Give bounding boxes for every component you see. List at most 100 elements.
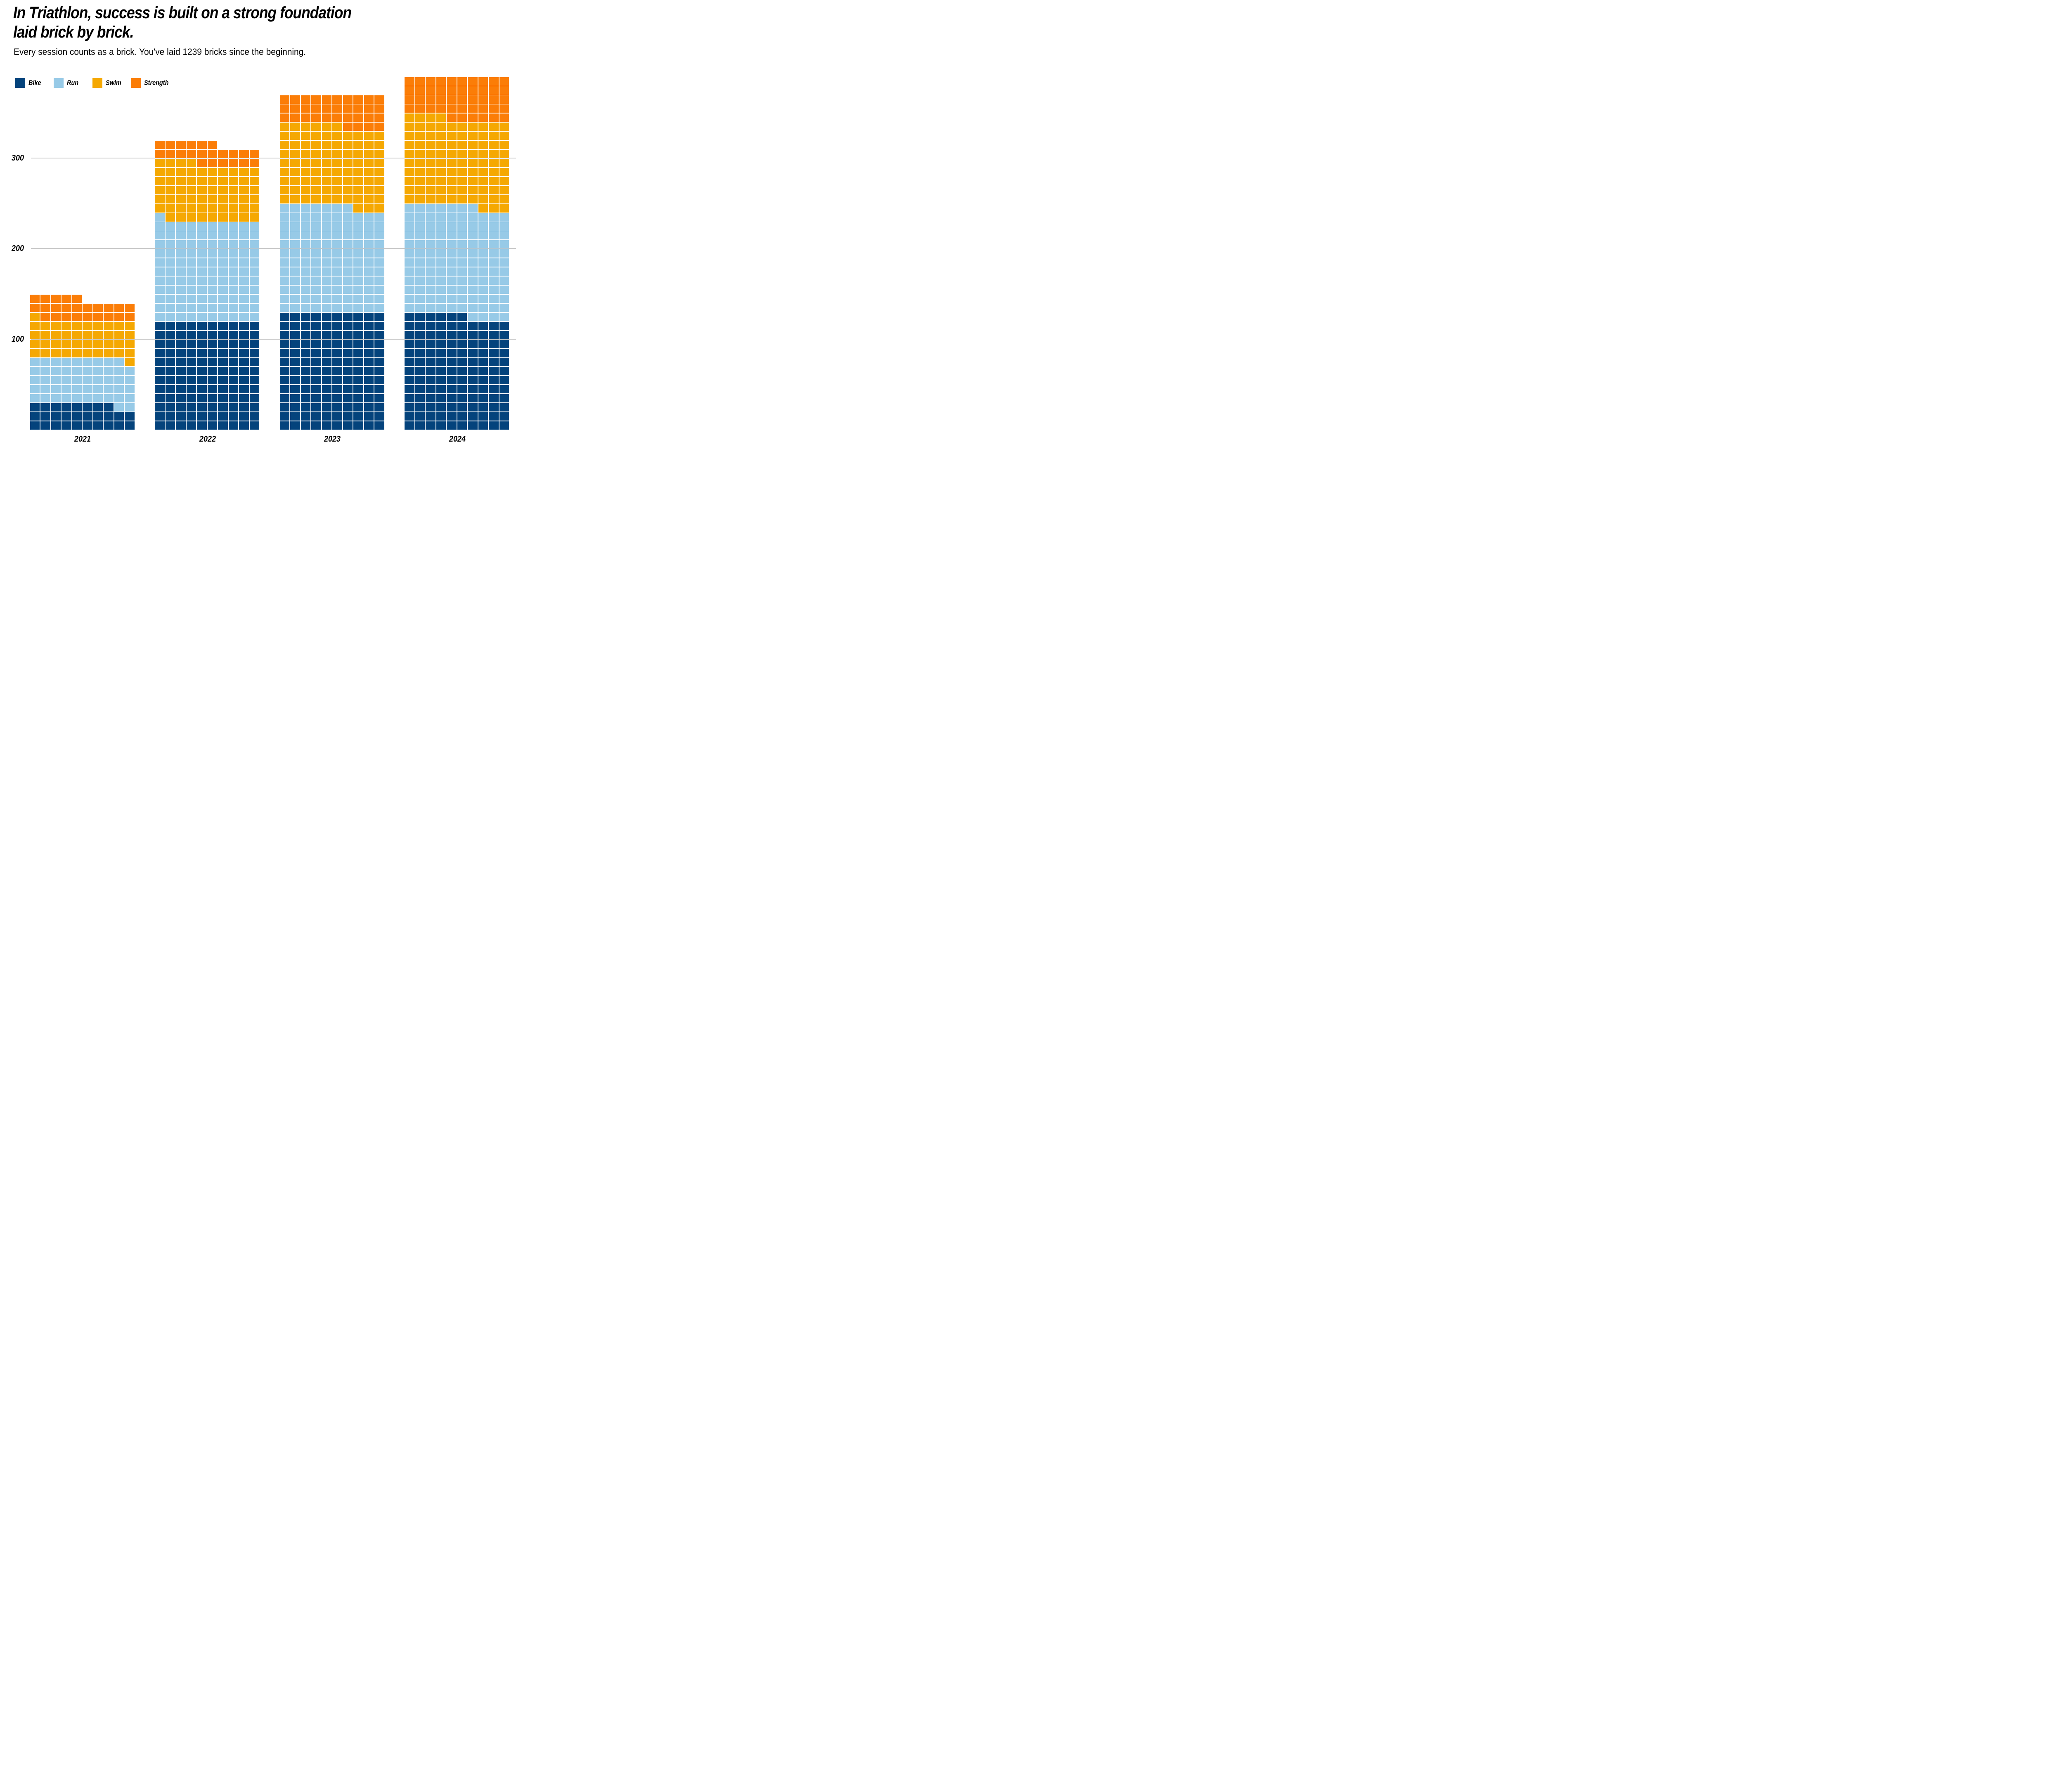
- brick-run: [478, 303, 488, 312]
- brick-strength: [436, 86, 446, 95]
- brick-swim: [155, 177, 165, 185]
- brick-swim: [155, 195, 165, 203]
- brick-bike: [374, 358, 384, 366]
- brick-bike: [374, 376, 384, 385]
- brick-bike: [478, 421, 488, 430]
- brick-strength: [186, 149, 196, 158]
- brick-swim: [478, 149, 488, 158]
- brick-run: [374, 222, 384, 231]
- brick-swim: [186, 168, 196, 176]
- brick-run: [415, 267, 425, 276]
- brick-bike: [499, 412, 509, 421]
- brick-swim: [279, 186, 290, 194]
- brick-run: [405, 204, 414, 213]
- brick-run: [478, 231, 488, 240]
- brick-swim: [468, 177, 478, 185]
- brick-run: [228, 258, 239, 267]
- brick-bike: [415, 312, 425, 321]
- brick-bike: [239, 340, 249, 348]
- brick-bike: [290, 331, 300, 339]
- brick-bike: [62, 421, 71, 430]
- brick-swim: [426, 123, 436, 131]
- brick-swim: [40, 322, 50, 330]
- brick-run: [176, 276, 186, 285]
- brick-strength: [415, 86, 425, 95]
- brick-run: [301, 276, 311, 285]
- brick-swim: [436, 140, 446, 149]
- brick-run: [249, 285, 260, 294]
- brick-run: [176, 294, 186, 303]
- brick-bike: [405, 412, 414, 421]
- brick-run: [364, 240, 374, 249]
- brick-run: [489, 303, 499, 312]
- brick-bike: [374, 367, 384, 376]
- brick-run: [499, 213, 509, 222]
- brick-run: [290, 231, 300, 240]
- brick-bike: [207, 421, 218, 430]
- brick-swim: [436, 158, 446, 168]
- brick-run: [322, 285, 332, 294]
- brick-strength: [322, 104, 332, 113]
- gridline-100: [31, 338, 516, 340]
- brick-swim: [249, 213, 260, 222]
- brick-swim: [415, 123, 425, 131]
- brick-swim: [83, 331, 92, 339]
- brick-bike: [499, 394, 509, 403]
- brick-bike: [197, 349, 207, 357]
- brick-run: [228, 240, 239, 249]
- brick-strength: [197, 158, 207, 168]
- brick-run: [353, 258, 363, 267]
- brick-swim: [83, 322, 92, 330]
- brick-run: [499, 240, 509, 249]
- brick-bike: [332, 358, 342, 366]
- brick-run: [249, 303, 260, 312]
- brick-swim: [40, 331, 50, 339]
- brick-run: [499, 231, 509, 240]
- brick-strength: [436, 104, 446, 113]
- brick-bike: [239, 394, 249, 403]
- brick-bike: [83, 412, 92, 421]
- x-axis-label-2023: 2023: [324, 435, 341, 444]
- brick-strength: [30, 294, 40, 303]
- brick-run: [436, 294, 446, 303]
- brick-strength: [311, 95, 321, 104]
- brick-swim: [207, 168, 218, 176]
- brick-bike: [176, 385, 186, 394]
- brick-bike: [301, 421, 311, 430]
- brick-strength: [415, 95, 425, 104]
- brick-bike: [322, 358, 332, 366]
- brick-strength: [457, 104, 467, 113]
- brick-strength: [51, 303, 61, 312]
- brick-bike: [478, 358, 488, 366]
- brick-bike: [332, 349, 342, 357]
- brick-run: [228, 312, 239, 321]
- brick-run: [165, 258, 175, 267]
- brick-swim: [249, 204, 260, 213]
- brick-run: [301, 240, 311, 249]
- brick-run: [447, 231, 457, 240]
- brick-swim: [186, 213, 196, 222]
- brick-run: [186, 267, 196, 276]
- brick-run: [104, 376, 114, 385]
- brick-run: [447, 213, 457, 222]
- brick-strength: [457, 113, 467, 122]
- brick-bike: [186, 322, 196, 330]
- brick-run: [155, 303, 165, 312]
- brick-run: [290, 222, 300, 231]
- brick-run: [353, 285, 363, 294]
- brick-swim: [311, 140, 321, 149]
- brick-swim: [332, 186, 342, 194]
- brick-run: [301, 294, 311, 303]
- brick-bike: [478, 412, 488, 421]
- brick-swim: [374, 204, 384, 213]
- brick-swim: [489, 195, 499, 203]
- brick-bike: [436, 385, 446, 394]
- brick-swim: [176, 195, 186, 203]
- brick-strength: [468, 113, 478, 122]
- brick-swim: [478, 132, 488, 140]
- brick-swim: [415, 132, 425, 140]
- brick-swim: [83, 349, 92, 357]
- brick-run: [447, 303, 457, 312]
- brick-swim: [125, 358, 135, 366]
- brick-run: [249, 267, 260, 276]
